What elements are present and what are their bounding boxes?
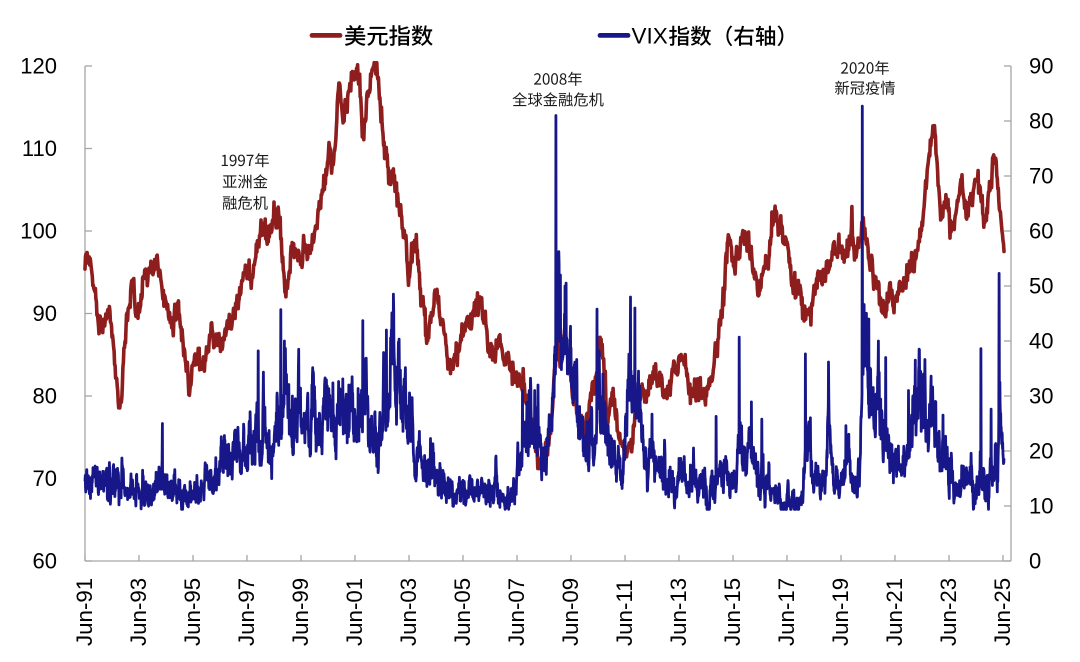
svg-text:60: 60 [1029,219,1053,244]
svg-text:50: 50 [1029,274,1053,299]
svg-text:10: 10 [1029,494,1053,519]
svg-text:120: 120 [20,54,57,79]
svg-text:Jun-99: Jun-99 [288,578,313,646]
svg-text:Jun-19: Jun-19 [828,578,853,646]
svg-text:90: 90 [1029,54,1053,79]
svg-text:80: 80 [33,384,57,409]
svg-text:Jun-91: Jun-91 [72,578,97,646]
svg-text:30: 30 [1029,384,1053,409]
svg-text:Jun-07: Jun-07 [504,578,529,646]
svg-text:70: 70 [33,466,57,491]
svg-text:Jun-09: Jun-09 [558,578,583,646]
svg-text:20: 20 [1029,439,1053,464]
svg-text:Jun-25: Jun-25 [990,578,1015,646]
svg-text:Jun-15: Jun-15 [720,578,745,646]
svg-text:Jun-17: Jun-17 [774,578,799,646]
svg-text:Jun-23: Jun-23 [936,578,961,646]
svg-text:70: 70 [1029,164,1053,189]
svg-text:40: 40 [1029,329,1053,354]
svg-text:Jun-97: Jun-97 [234,578,259,646]
svg-text:Jun-21: Jun-21 [882,578,907,646]
svg-text:Jun-13: Jun-13 [666,578,691,646]
svg-text:VIX: VIX [632,24,668,49]
svg-text:0: 0 [1029,549,1041,574]
svg-text:Jun-05: Jun-05 [450,578,475,646]
svg-text:110: 110 [22,136,57,161]
svg-text:Jun-95: Jun-95 [180,578,205,646]
svg-text:60: 60 [33,549,57,574]
svg-text:Jun-03: Jun-03 [396,578,421,646]
svg-text:Jun-11: Jun-11 [612,579,637,646]
svg-text:Jun-01: Jun-01 [342,578,367,646]
svg-text:90: 90 [33,301,57,326]
svg-text:Jun-93: Jun-93 [126,578,151,646]
svg-text:100: 100 [20,219,57,244]
svg-text:80: 80 [1029,109,1053,134]
